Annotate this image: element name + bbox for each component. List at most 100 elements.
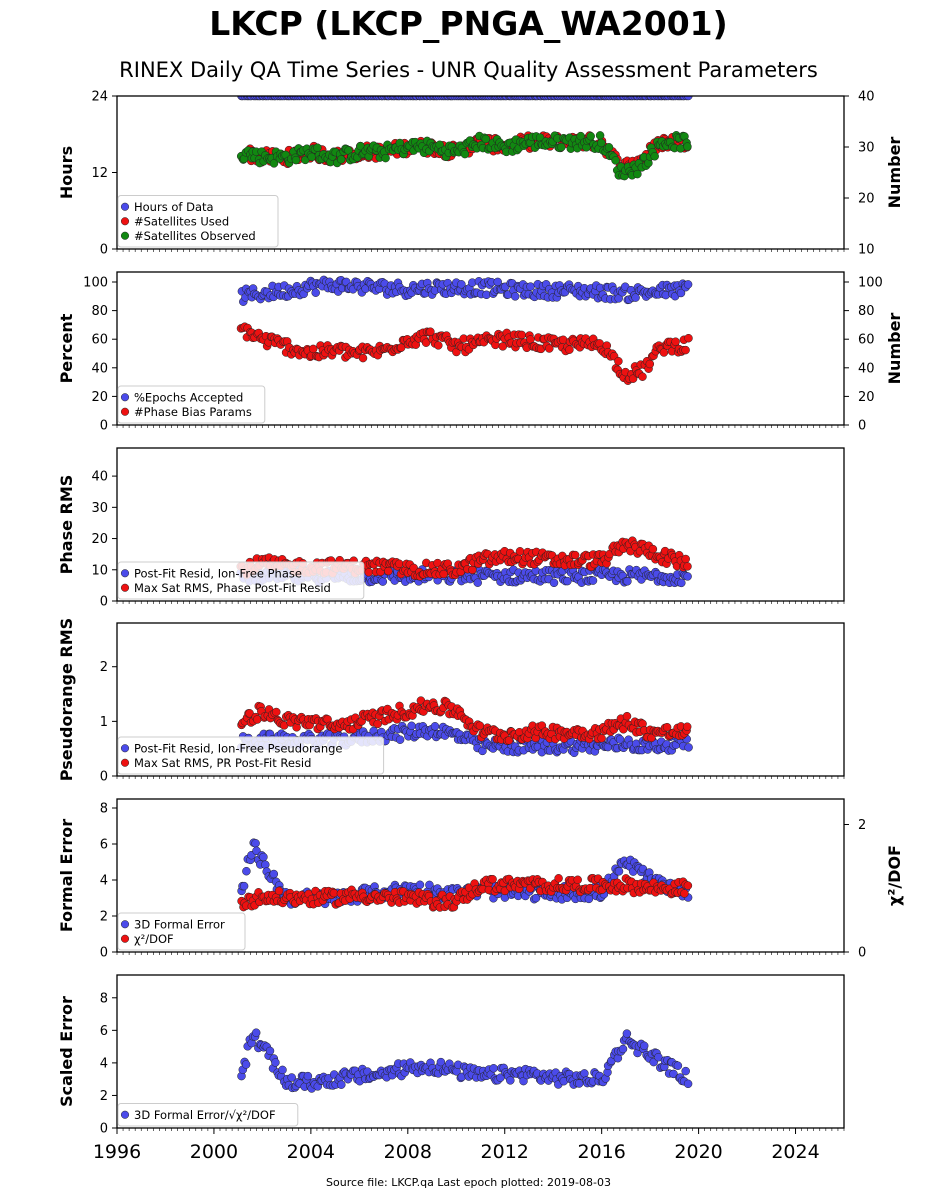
data-point-blue (337, 1080, 346, 1089)
data-point-blue (278, 1065, 287, 1075)
data-point-blue (425, 880, 434, 890)
data-point-red (245, 709, 254, 718)
data-point-green (633, 169, 642, 179)
x-tick-label: 1996 (93, 1141, 141, 1163)
y-tick-label: 8 (100, 991, 108, 1006)
legend-marker (120, 202, 130, 211)
data-point-blue (677, 578, 686, 588)
data-point-red (504, 736, 514, 745)
y-tick-label: 10 (91, 563, 108, 578)
data-point-red (434, 341, 443, 350)
y-tick-label: 2 (100, 1089, 108, 1104)
data-point-red (684, 333, 693, 343)
data-point-red (597, 734, 606, 743)
data-point-red (681, 554, 690, 564)
data-point-red (662, 722, 672, 732)
data-point-blue (241, 1060, 251, 1069)
data-point-blue (584, 894, 594, 904)
panel-hours-points (236, 96, 693, 181)
y-tick-label: 4 (100, 1056, 108, 1071)
data-point-red (683, 881, 693, 890)
legend-entry: Max Sat RMS, Phase Post-Fit Resid (134, 581, 331, 595)
data-point-blue (251, 1028, 261, 1037)
legend-box (117, 912, 246, 951)
data-point-red (554, 874, 563, 883)
data-point-red (274, 886, 284, 896)
data-point-blue (676, 288, 686, 298)
x-tick-label: 2024 (771, 1141, 819, 1163)
data-point-green (269, 159, 279, 168)
legend-marker (120, 758, 130, 767)
y-right-tick-label: 100 (858, 276, 883, 291)
data-point-blue (683, 280, 693, 289)
data-point-red (364, 568, 374, 577)
data-point-blue (618, 1044, 628, 1054)
data-point-blue (378, 577, 388, 586)
data-point-red (308, 344, 318, 354)
legend-marker (120, 744, 130, 753)
data-point-red (614, 356, 623, 366)
data-point-green (336, 155, 346, 164)
panel-percent-points (236, 275, 693, 385)
y-tick-label: 6 (100, 838, 108, 853)
data-point-blue (430, 722, 440, 731)
legend-marker (120, 920, 130, 929)
data-point-red (384, 566, 393, 576)
legend-marker (120, 393, 130, 402)
data-point-green (381, 153, 390, 163)
y-right-tick-label: 60 (858, 333, 875, 348)
y-axis-label: Pseudorange RMS (57, 618, 76, 781)
data-point-green (650, 152, 659, 161)
data-point-red (515, 547, 525, 556)
data-point-red (545, 344, 554, 353)
y-right-tick-label: 40 (858, 90, 875, 105)
data-point-green (557, 142, 566, 152)
legend-marker (120, 407, 130, 416)
data-point-blue (580, 1069, 589, 1078)
legend-box (117, 195, 279, 248)
data-point-blue (574, 1079, 584, 1088)
data-point-blue (684, 96, 693, 101)
data-point-red (671, 337, 680, 346)
panel-formal-points (237, 838, 693, 912)
data-point-blue (639, 1041, 649, 1051)
data-point-red (468, 565, 477, 575)
legend-marker (120, 934, 130, 943)
data-point-red (682, 722, 692, 731)
data-point-blue (631, 293, 640, 302)
panel-scaled-points (237, 1028, 693, 1093)
y-axis-label: Percent (57, 313, 76, 383)
y-tick-label: 24 (91, 90, 108, 105)
data-point-red (565, 345, 574, 354)
data-point-red (573, 875, 582, 885)
legend-entry: 3D Formal Error/√χ²/DOF (134, 1108, 276, 1122)
y-tick-label: 0 (100, 770, 108, 785)
legend-marker (120, 1110, 130, 1119)
y-axis-label: Formal Error (57, 819, 76, 932)
data-point-green (313, 143, 322, 152)
data-point-red (648, 544, 658, 554)
data-point-blue (683, 1079, 693, 1089)
data-point-blue (395, 735, 405, 744)
data-point-blue (271, 1058, 280, 1067)
data-point-blue (563, 576, 572, 586)
data-point-green (291, 155, 301, 165)
y-right-tick-label: 40 (858, 361, 875, 376)
data-point-blue (506, 1076, 515, 1085)
data-point-red (421, 338, 431, 347)
y-tick-label: 30 (91, 501, 108, 516)
chart-title: LKCP (LKCP_PNGA_WA2001) (209, 4, 728, 43)
y-tick-label: 40 (91, 470, 108, 485)
data-point-green (586, 131, 595, 141)
data-point-green (611, 156, 620, 165)
data-point-blue (311, 288, 320, 297)
source-footer: Source file: LKCP.qa Last epoch plotted:… (326, 1176, 611, 1189)
legend-entry: %Epochs Accepted (134, 390, 243, 404)
data-point-red (373, 719, 382, 729)
y-right-tick-label: 2 (858, 818, 866, 833)
legend-entry: #Phase Bias Params (134, 405, 252, 419)
data-point-blue (623, 577, 632, 586)
data-point-green (576, 131, 585, 141)
y-tick-label: 0 (100, 1122, 108, 1137)
data-point-red (683, 562, 692, 571)
